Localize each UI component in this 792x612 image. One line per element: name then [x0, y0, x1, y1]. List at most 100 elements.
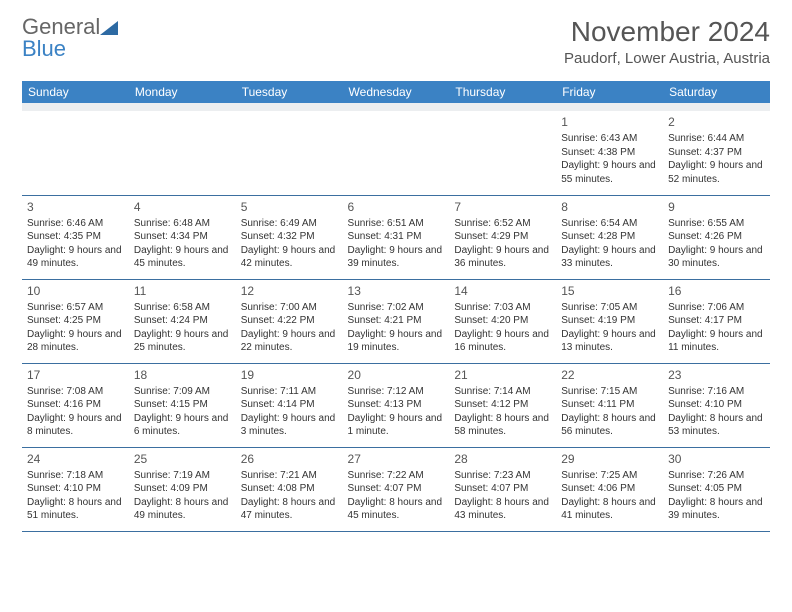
calendar-day: 11Sunrise: 6:58 AMSunset: 4:24 PMDayligh… — [129, 279, 236, 363]
daylight-text: Daylight: 9 hours and 6 minutes. — [134, 412, 231, 439]
calendar-week: 3Sunrise: 6:46 AMSunset: 4:35 PMDaylight… — [22, 195, 770, 279]
sunset-text: Sunset: 4:31 PM — [348, 230, 445, 244]
calendar-day: 15Sunrise: 7:05 AMSunset: 4:19 PMDayligh… — [556, 279, 663, 363]
calendar-day: 13Sunrise: 7:02 AMSunset: 4:21 PMDayligh… — [343, 279, 450, 363]
daylight-text: Daylight: 9 hours and 28 minutes. — [27, 328, 124, 355]
sunset-text: Sunset: 4:26 PM — [668, 230, 765, 244]
day-number: 21 — [454, 367, 551, 383]
calendar-day: 9Sunrise: 6:55 AMSunset: 4:26 PMDaylight… — [663, 195, 770, 279]
spacer-row — [22, 103, 770, 111]
daylight-text: Daylight: 8 hours and 49 minutes. — [134, 496, 231, 523]
day-number: 4 — [134, 199, 231, 215]
calendar-day: 25 Sunrise: 7:19 AMSunset: 4:09 PMDayligh… — [129, 447, 236, 531]
sunset-text: Sunset: 4:08 PM — [241, 482, 338, 496]
sunset-text: Sunset: 4:09 PM — [134, 482, 231, 496]
calendar-day: 6Sunrise: 6:51 AMSunset: 4:31 PMDaylight… — [343, 195, 450, 279]
sunrise-text: Sunrise: 7:19 AM — [134, 469, 231, 483]
calendar-table: Sunday Monday Tuesday Wednesday Thursday… — [22, 81, 770, 532]
calendar-day: 2Sunrise: 6:44 AMSunset: 4:37 PMDaylight… — [663, 111, 770, 195]
calendar-day: 19Sunrise: 7:11 AMSunset: 4:14 PMDayligh… — [236, 363, 343, 447]
calendar-week: 17Sunrise: 7:08 AMSunset: 4:16 PMDayligh… — [22, 363, 770, 447]
day-number: 15 — [561, 283, 658, 299]
sunrise-text: Sunrise: 6:44 AM — [668, 132, 765, 146]
calendar-day: 16Sunrise: 7:06 AMSunset: 4:17 PMDayligh… — [663, 279, 770, 363]
logo-triangle-icon — [100, 21, 118, 35]
day-number: 18 — [134, 367, 231, 383]
calendar-week: 1Sunrise: 6:43 AMSunset: 4:38 PMDaylight… — [22, 111, 770, 195]
calendar-day: 29Sunrise: 7:25 AMSunset: 4:06 PMDayligh… — [556, 447, 663, 531]
daylight-text: Daylight: 9 hours and 16 minutes. — [454, 328, 551, 355]
sunset-text: Sunset: 4:21 PM — [348, 314, 445, 328]
daylight-text: Daylight: 8 hours and 41 minutes. — [561, 496, 658, 523]
sunset-text: Sunset: 4:32 PM — [241, 230, 338, 244]
calendar-day: 3Sunrise: 6:46 AMSunset: 4:35 PMDaylight… — [22, 195, 129, 279]
daylight-text: Daylight: 9 hours and 3 minutes. — [241, 412, 338, 439]
day-number: 25 — [134, 451, 231, 467]
day-number: 10 — [27, 283, 124, 299]
daylight-text: Daylight: 9 hours and 39 minutes. — [348, 244, 445, 271]
sunrise-text: Sunrise: 7:08 AM — [27, 385, 124, 399]
daylight-text: Daylight: 9 hours and 49 minutes. — [27, 244, 124, 271]
sunrise-text: Sunrise: 6:58 AM — [134, 301, 231, 315]
day-number: 2 — [668, 114, 765, 130]
sunset-text: Sunset: 4:10 PM — [27, 482, 124, 496]
daylight-text: Daylight: 9 hours and 55 minutes. — [561, 159, 658, 186]
sunset-text: Sunset: 4:15 PM — [134, 398, 231, 412]
sunrise-text: Sunrise: 7:12 AM — [348, 385, 445, 399]
daylight-text: Daylight: 8 hours and 53 minutes. — [668, 412, 765, 439]
daylight-text: Daylight: 9 hours and 19 minutes. — [348, 328, 445, 355]
calendar-day: 22 Sunrise: 7:15 AMSunset: 4:11 PMDayligh… — [556, 363, 663, 447]
sunrise-text: Sunrise: 7:06 AM — [668, 301, 765, 315]
weekday-header: Friday — [556, 81, 663, 103]
sunrise-text: Sunrise: 6:43 AM — [561, 132, 658, 146]
calendar-day: 5Sunrise: 6:49 AMSunset: 4:32 PMDaylight… — [236, 195, 343, 279]
sunset-text: Sunset: 4:13 PM — [348, 398, 445, 412]
sunrise-text: Sunrise: 7:02 AM — [348, 301, 445, 315]
sunrise-text: Sunrise: 7:21 AM — [241, 469, 338, 483]
sunrise-text: Sunrise: 7:16 AM — [668, 385, 765, 399]
sunset-text: Sunset: 4:37 PM — [668, 146, 765, 160]
daylight-text: Daylight: 8 hours and 47 minutes. — [241, 496, 338, 523]
calendar-day: 8Sunrise: 6:54 AMSunset: 4:28 PMDaylight… — [556, 195, 663, 279]
sunrise-text: Sunrise: 6:54 AM — [561, 217, 658, 231]
sunrise-text: Sunrise: 7:25 AM — [561, 469, 658, 483]
calendar-day: 26Sunrise: 7:21 AMSunset: 4:08 PMDayligh… — [236, 447, 343, 531]
sunrise-text: Sunrise: 6:48 AM — [134, 217, 231, 231]
calendar-day: 30Sunrise: 7:26 AMSunset: 4:05 PMDayligh… — [663, 447, 770, 531]
sunset-text: Sunset: 4:11 PM — [561, 398, 658, 412]
sunset-text: Sunset: 4:25 PM — [27, 314, 124, 328]
sunset-text: Sunset: 4:10 PM — [668, 398, 765, 412]
weekday-header: Monday — [129, 81, 236, 103]
daylight-text: Daylight: 8 hours and 56 minutes. — [561, 412, 658, 439]
sunrise-text: Sunrise: 6:55 AM — [668, 217, 765, 231]
calendar-day-empty — [129, 111, 236, 195]
day-number: 27 — [348, 451, 445, 467]
day-number: 9 — [668, 199, 765, 215]
calendar-day: 18Sunrise: 7:09 AMSunset: 4:15 PMDayligh… — [129, 363, 236, 447]
sunrise-text: Sunrise: 6:49 AM — [241, 217, 338, 231]
sunset-text: Sunset: 4:22 PM — [241, 314, 338, 328]
daylight-text: Daylight: 8 hours and 43 minutes. — [454, 496, 551, 523]
daylight-text: Daylight: 9 hours and 1 minute. — [348, 412, 445, 439]
day-number: 5 — [241, 199, 338, 215]
calendar-day: 24Sunrise: 7:18 AMSunset: 4:10 PMDayligh… — [22, 447, 129, 531]
sunrise-text: Sunrise: 6:57 AM — [27, 301, 124, 315]
daylight-text: Daylight: 8 hours and 58 minutes. — [454, 412, 551, 439]
sunrise-text: Sunrise: 7:18 AM — [27, 469, 124, 483]
weekday-header: Wednesday — [343, 81, 450, 103]
sunrise-text: Sunrise: 7:00 AM — [241, 301, 338, 315]
sunrise-text: Sunrise: 7:15 AM — [561, 385, 658, 399]
calendar-day: 7Sunrise: 6:52 AMSunset: 4:29 PMDaylight… — [449, 195, 556, 279]
daylight-text: Daylight: 9 hours and 25 minutes. — [134, 328, 231, 355]
day-number: 6 — [348, 199, 445, 215]
calendar-day: 4Sunrise: 6:48 AMSunset: 4:34 PMDaylight… — [129, 195, 236, 279]
day-number: 22 — [561, 367, 658, 383]
day-number: 3 — [27, 199, 124, 215]
calendar-day: 20Sunrise: 7:12 AMSunset: 4:13 PMDayligh… — [343, 363, 450, 447]
day-number: 7 — [454, 199, 551, 215]
calendar-day: 12Sunrise: 7:00 AMSunset: 4:22 PMDayligh… — [236, 279, 343, 363]
sunrise-text: Sunrise: 7:23 AM — [454, 469, 551, 483]
weekday-row: Sunday Monday Tuesday Wednesday Thursday… — [22, 81, 770, 103]
sunrise-text: Sunrise: 7:05 AM — [561, 301, 658, 315]
day-number: 28 — [454, 451, 551, 467]
